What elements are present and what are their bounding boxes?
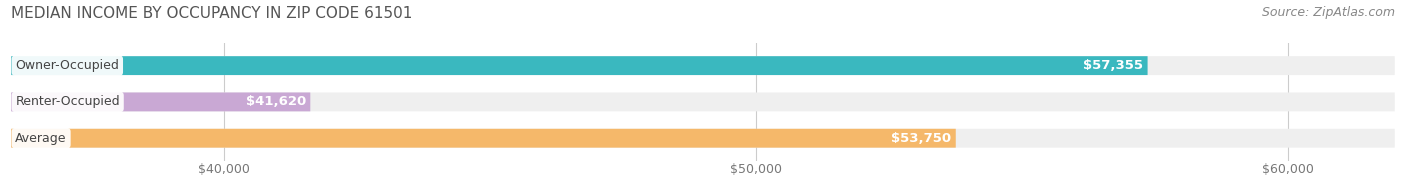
FancyBboxPatch shape <box>11 56 1395 75</box>
FancyBboxPatch shape <box>11 93 1395 111</box>
Text: $53,750: $53,750 <box>891 132 952 145</box>
Text: $41,620: $41,620 <box>246 95 307 108</box>
Text: $57,355: $57,355 <box>1084 59 1143 72</box>
FancyBboxPatch shape <box>11 129 1395 148</box>
Text: Average: Average <box>15 132 67 145</box>
FancyBboxPatch shape <box>11 56 1147 75</box>
Text: MEDIAN INCOME BY OCCUPANCY IN ZIP CODE 61501: MEDIAN INCOME BY OCCUPANCY IN ZIP CODE 6… <box>11 6 412 21</box>
Text: Renter-Occupied: Renter-Occupied <box>15 95 120 108</box>
Text: Source: ZipAtlas.com: Source: ZipAtlas.com <box>1261 6 1395 19</box>
Text: Owner-Occupied: Owner-Occupied <box>15 59 120 72</box>
FancyBboxPatch shape <box>11 93 311 111</box>
FancyBboxPatch shape <box>11 129 956 148</box>
